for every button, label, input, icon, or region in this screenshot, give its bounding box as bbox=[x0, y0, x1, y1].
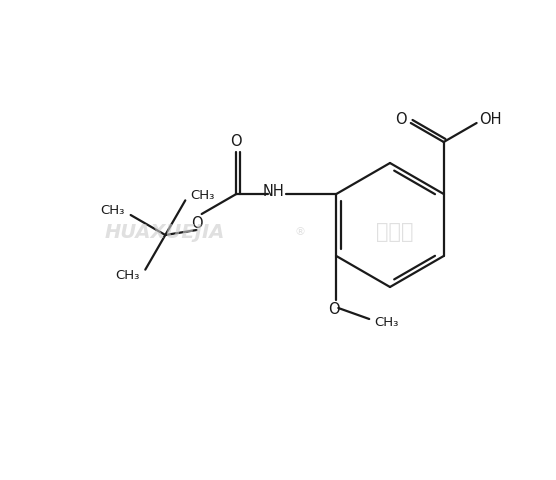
Text: CH₃: CH₃ bbox=[101, 204, 125, 216]
Text: NH: NH bbox=[262, 184, 284, 200]
Text: O: O bbox=[191, 216, 202, 230]
Text: 化学加: 化学加 bbox=[376, 222, 414, 242]
Text: ®: ® bbox=[295, 227, 305, 237]
Text: HUAXUEJIA: HUAXUEJIA bbox=[105, 223, 225, 241]
Text: O: O bbox=[395, 112, 406, 128]
Text: CH₃: CH₃ bbox=[190, 189, 215, 202]
Text: CH₃: CH₃ bbox=[374, 316, 399, 329]
Text: O: O bbox=[231, 134, 242, 149]
Text: OH: OH bbox=[479, 112, 502, 128]
Text: O: O bbox=[329, 302, 340, 317]
Text: CH₃: CH₃ bbox=[115, 269, 140, 282]
